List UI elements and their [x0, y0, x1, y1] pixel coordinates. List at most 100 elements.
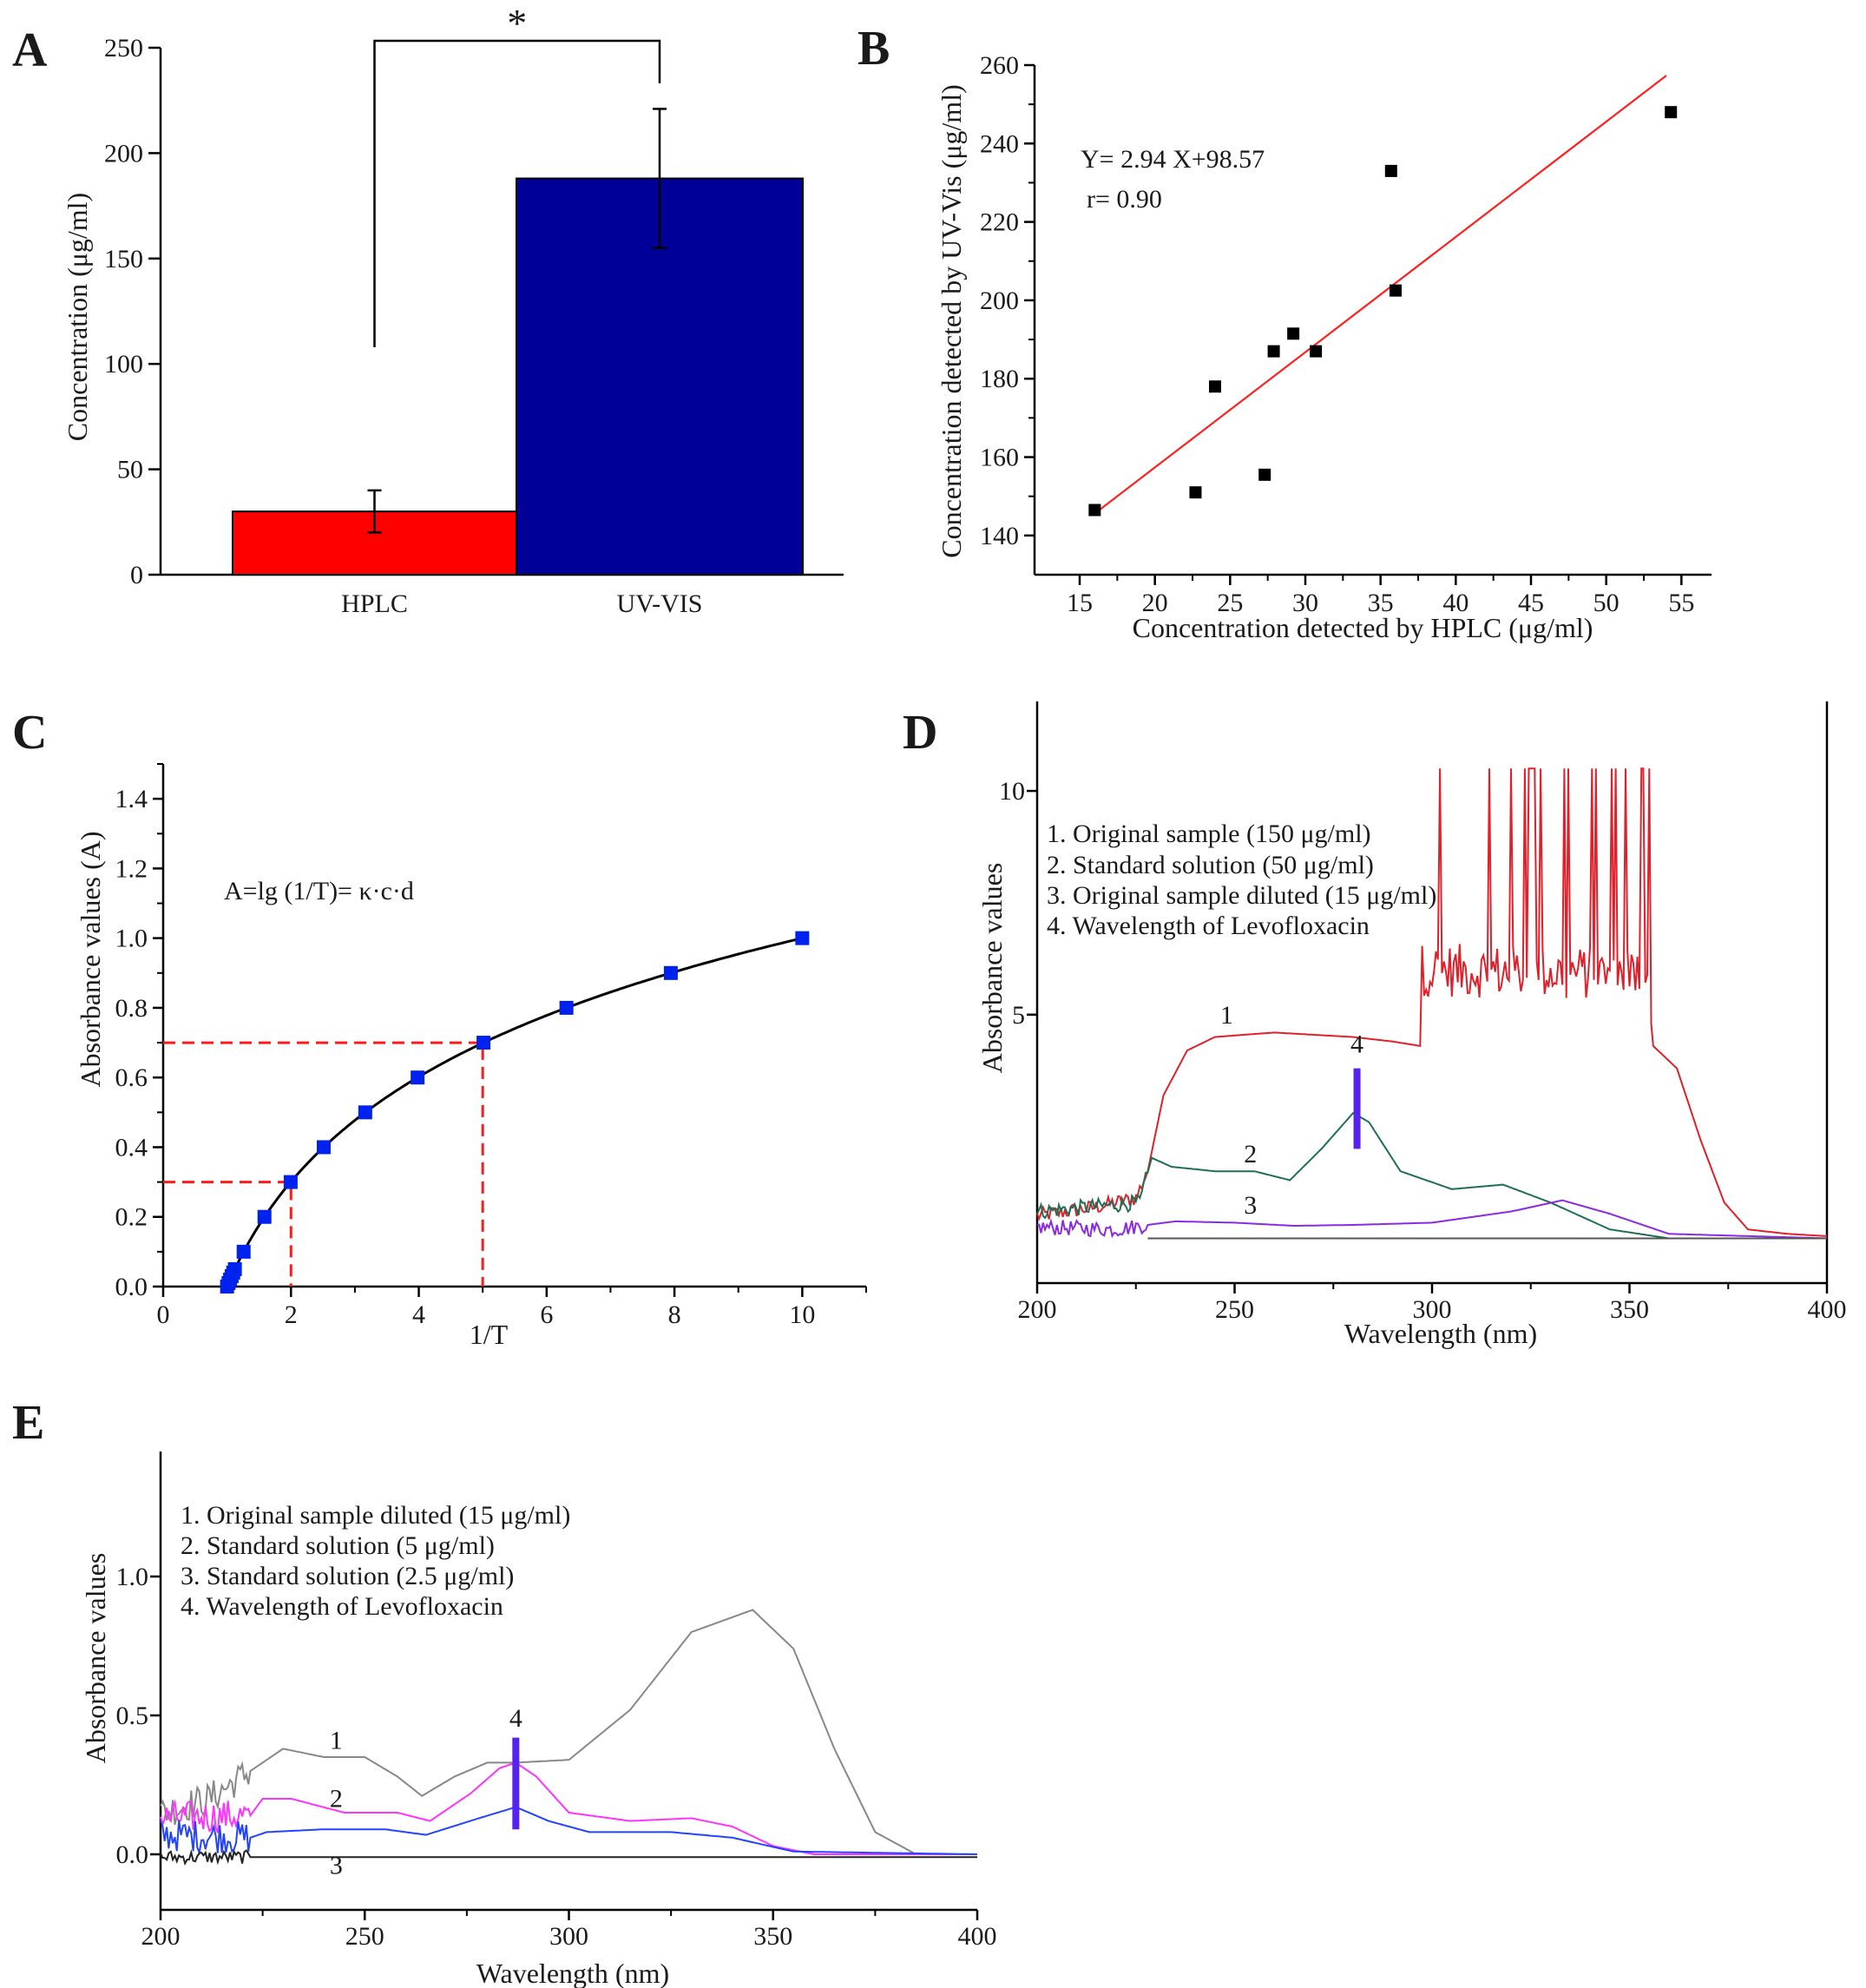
panel-a-y-tick-label-5: 250	[104, 34, 143, 63]
panel-c-y-axis-label: Absorbance values (A)	[75, 832, 106, 1088]
panel-b-x-tick-label-3: 30	[1292, 589, 1318, 617]
panel-b-y-tick-label-6: 260	[980, 51, 1019, 80]
panel-c-data-point-9	[316, 1140, 331, 1155]
panel-e-legend-2: 2. Standard solution (5 μg/ml)	[181, 1531, 495, 1560]
panel-e-series-4-base	[160, 1849, 977, 1866]
panel-b-data-point-0	[1088, 504, 1101, 517]
panel-e-legend-1: 1. Original sample diluted (15 μg/ml)	[181, 1501, 570, 1530]
panel-b-data-point-5	[1287, 327, 1300, 340]
panel-c-guide-line-1	[163, 1041, 484, 1287]
panel-e-y-axis-label: Absorbance values	[80, 1553, 111, 1764]
panel-c-data-point-7	[257, 1209, 272, 1224]
panel-e-legend-3: 3. Standard solution (2.5 μg/ml)	[181, 1562, 514, 1590]
panel-b-y-axis-label: Concentration detected by UV-Vis (μg/ml)	[936, 84, 967, 557]
panel-letter-a: A	[12, 23, 48, 77]
panel-b-x-tick-label-5: 40	[1442, 589, 1468, 617]
panel-d-x-tick-label-0: 200	[1018, 1295, 1057, 1324]
panel-c-y-tick-label-6: 1.2	[115, 854, 148, 883]
panel-b-y-tick-label-1: 160	[980, 444, 1019, 472]
panel-b-data-point-9	[1665, 106, 1678, 119]
panel-b-x-tick-label-8: 55	[1668, 589, 1694, 617]
panel-c-data-point-15	[795, 931, 810, 945]
panel-letter-d: D	[903, 706, 937, 760]
panel-e-x-tick-label-1: 250	[345, 1922, 384, 1951]
panel-c-y-tick-label-7: 1.4	[115, 785, 148, 813]
panel-d-legend-2: 2. Standard solution (50 μg/ml)	[1047, 851, 1374, 879]
panel-b-y-tick-label-3: 200	[980, 286, 1019, 315]
panel-e-legend-4: 4. Wavelength of Levofloxacin	[181, 1592, 503, 1621]
panel-d-legend-4: 4. Wavelength of Levofloxacin	[1047, 912, 1370, 940]
panel-letter-e: E	[12, 1396, 44, 1450]
panel-letter-c: C	[12, 706, 47, 760]
panel-b-y-tick-label-4: 220	[980, 208, 1019, 237]
panel-e-curve-label-2: 2	[330, 1785, 343, 1814]
panel-e-series-1	[160, 1609, 977, 1855]
panel-c-data-point-12	[476, 1036, 491, 1050]
panel-b-fit-line	[1094, 75, 1667, 515]
panel-e-curve-label-1: 1	[330, 1726, 343, 1754]
panel-c-x-axis-label: 1/T	[470, 1319, 509, 1350]
panel-a-x-tick-label-hplc: HPLC	[341, 589, 408, 618]
panel-e-spectrum-chart: Wavelength (nm) Absorbance values 1. Ori…	[80, 1452, 997, 1988]
panel-letter-b: B	[857, 22, 890, 76]
panel-d-legend-3: 3. Original sample diluted (15 μg/ml)	[1047, 881, 1436, 910]
panel-b-data-point-1	[1189, 486, 1202, 499]
panel-c-x-tick-label-3: 6	[540, 1300, 553, 1329]
panel-d-y-axis-label: Absorbance values	[976, 863, 1008, 1074]
panel-e-y-tick-label-0: 0.0	[116, 1840, 149, 1869]
panel-d-spectrum-chart: Wavelength (nm) Absorbance values 1. Ori…	[976, 701, 1847, 1349]
panel-b-fit-equation: Y= 2.94 X+98.57	[1081, 145, 1265, 174]
panel-c-y-tick-label-3: 0.6	[115, 1063, 148, 1092]
panel-d-curve-label-2: 2	[1244, 1140, 1257, 1168]
panel-e-curve-label-3: 3	[330, 1851, 343, 1879]
panel-b-y-tick-label-0: 140	[980, 522, 1019, 550]
panel-b-x-tick-label-2: 25	[1217, 589, 1243, 617]
panel-e-x-tick-label-3: 350	[753, 1922, 792, 1951]
panel-d-curve-label-4: 4	[1350, 1030, 1363, 1059]
panel-d-curve-label-3: 3	[1244, 1191, 1257, 1220]
panel-c-guide-line-0	[163, 1181, 292, 1287]
panel-d-x-tick-label-1: 250	[1215, 1295, 1254, 1324]
panel-c-y-tick-label-4: 0.8	[115, 994, 148, 1023]
panel-b-data-point-8	[1390, 284, 1402, 297]
panel-c-equation: A=lg (1/T)= κ·c·d	[224, 877, 414, 905]
panel-c-x-tick-label-0: 0	[157, 1300, 170, 1329]
panel-c-line-chart: 1/T Absorbance values (A) A=lg (1/T)= κ·…	[75, 763, 867, 1350]
panel-b-y-tick-label-2: 180	[980, 365, 1019, 393]
panel-e-x-tick-label-2: 300	[549, 1922, 588, 1951]
panel-d-y-tick-label-1: 10	[999, 777, 1025, 806]
panel-b-x-tick-label-0: 15	[1067, 589, 1093, 617]
panel-a-x-tick-label-uv-vis: UV-VIS	[617, 589, 703, 618]
panel-b-x-tick-label-1: 20	[1142, 589, 1168, 617]
panel-e-series-3	[160, 1806, 977, 1856]
panel-c-data-point-5	[227, 1261, 242, 1276]
panel-c-y-tick-label-5: 1.0	[115, 925, 148, 953]
panel-b-data-point-7	[1384, 164, 1397, 177]
panel-c-data-point-14	[663, 965, 678, 980]
panel-b-x-tick-label-4: 35	[1368, 589, 1394, 617]
panel-b-x-tick-label-7: 50	[1593, 589, 1620, 617]
panel-c-data-point-8	[283, 1175, 298, 1189]
panel-a-y-tick-label-0: 0	[130, 561, 143, 589]
panel-c-y-tick-label-2: 0.4	[115, 1133, 148, 1162]
panel-e-x-axis-label: Wavelength (nm)	[476, 1958, 669, 1988]
panel-a-significance-marker: *	[507, 1, 527, 45]
panel-d-x-tick-label-4: 400	[1808, 1295, 1847, 1324]
panel-e-x-tick-label-4: 400	[958, 1922, 997, 1951]
panel-a-y-tick-label-4: 200	[104, 139, 143, 168]
panel-d-legend-1: 1. Original sample (150 μg/ml)	[1047, 820, 1371, 848]
panel-b-data-point-3	[1258, 468, 1271, 481]
panel-c-curve-line	[226, 937, 803, 1287]
panel-d-curve-label-1: 1	[1220, 1001, 1233, 1030]
panel-b-y-tick-label-5: 240	[980, 129, 1019, 158]
panel-b-scatter-chart: Concentration detected by HPLC (μg/ml) C…	[936, 51, 1712, 643]
panel-d-series-1	[1036, 767, 1828, 1237]
panel-e-series-2	[160, 1761, 977, 1855]
panel-e-y-tick-label-1: 0.5	[116, 1702, 149, 1730]
panel-a-y-tick-label-1: 50	[117, 456, 143, 484]
panel-d-x-axis-label: Wavelength (nm)	[1344, 1318, 1537, 1349]
panel-b-data-point-2	[1209, 380, 1221, 393]
panel-c-x-tick-label-2: 4	[412, 1300, 425, 1329]
panel-a-y-tick-label-2: 100	[104, 350, 143, 379]
